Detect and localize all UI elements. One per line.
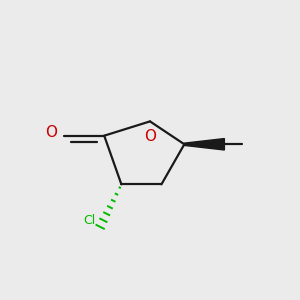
Polygon shape: [184, 139, 224, 150]
Text: Cl: Cl: [83, 214, 96, 227]
Text: O: O: [144, 128, 156, 143]
Text: O: O: [45, 125, 57, 140]
